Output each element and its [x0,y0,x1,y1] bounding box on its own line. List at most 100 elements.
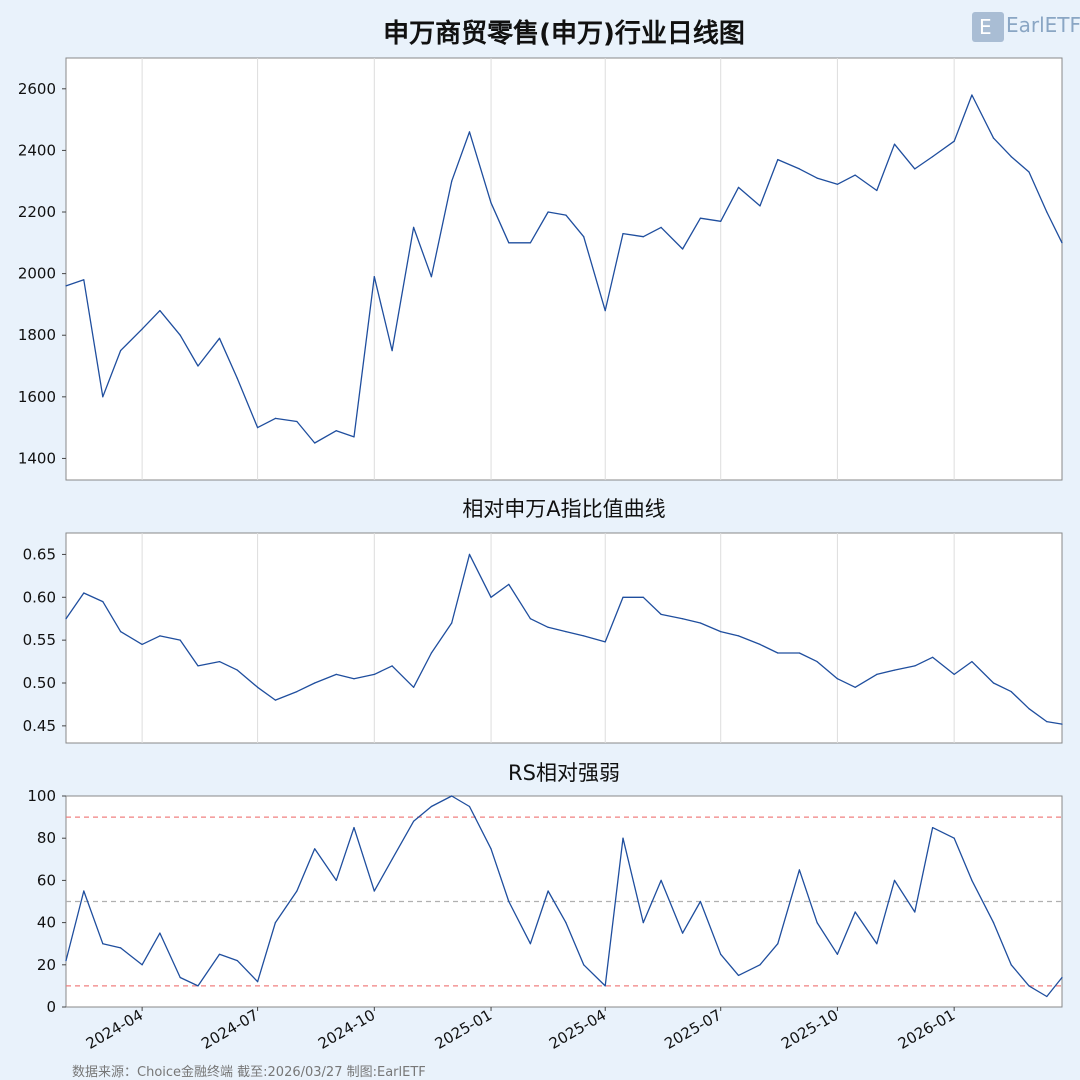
x-tick-label: 2025-07 [661,1006,724,1053]
data-point [430,805,432,808]
data-point [854,911,856,913]
y-tick-label: 2000 [18,265,56,283]
data-point [992,137,995,139]
data-point [604,310,606,312]
data-point [179,334,181,336]
data-point [547,890,549,892]
data-point [583,635,585,637]
data-point [159,310,161,312]
data-point [1010,964,1012,966]
data-point [876,943,878,945]
x-tick-label: 2025-04 [546,1006,609,1053]
data-point [932,656,934,658]
data-point [413,686,415,688]
data-point [660,613,662,616]
data-point [451,795,453,797]
data-point [529,943,532,945]
data-point [1046,721,1048,723]
data-point [353,827,355,829]
data-point [1046,211,1048,213]
data-point [682,248,684,250]
data-point [236,377,238,379]
data-point [83,890,85,892]
data-point [953,140,955,142]
data-point [565,631,567,633]
panel-ratio: 0.45 0.50 0.55 0.60 0.65 [23,532,1063,744]
data-point [197,365,199,367]
data-point [932,827,934,829]
data-point [65,285,67,287]
data-point [660,226,662,228]
data-point [335,673,337,676]
data-point [953,837,955,839]
data-point [622,837,624,839]
data-point [854,686,856,688]
y-tick-label: 0.65 [23,545,56,563]
y-tick-label: 0.55 [23,631,56,649]
data-point [759,964,761,966]
data-point [836,678,839,680]
logo-text: EarlETF [1006,13,1080,37]
data-point [197,665,199,667]
data-point [296,691,298,693]
data-point [257,686,259,688]
data-point [720,631,722,633]
data-point [120,631,122,633]
data-point [468,131,471,133]
data-point [1010,691,1012,693]
data-point [257,427,259,429]
data-point [413,820,415,822]
data-point [992,682,995,684]
data-point [876,673,878,676]
x-tick-label: 2024-10 [315,1006,378,1053]
chart-title-ratio: 相对申万A指比值曲线 [462,497,665,521]
data-point [1010,156,1012,158]
data-point [141,643,143,646]
data-point [759,205,761,207]
data-point [314,442,316,444]
data-point [914,911,916,913]
data-point [179,639,181,641]
data-point [604,641,606,643]
data-point [759,643,761,646]
data-point [274,922,276,924]
data-point [682,618,684,620]
data-point [508,583,510,586]
data-point [642,236,644,238]
data-point [197,985,199,987]
data-point [413,226,415,228]
data-point [83,279,85,281]
y-tick-label: 100 [27,787,56,805]
chart-title-main: 申万商贸零售(申万)行业日线图 [383,18,745,49]
data-point [236,669,238,671]
data-point [314,848,316,850]
data-point [816,177,818,179]
plot-area [65,57,1063,481]
plot-area [65,532,1063,744]
data-point [876,189,878,192]
data-point [737,635,740,637]
data-point [622,233,624,235]
data-point [1061,723,1063,725]
data-point [604,985,606,987]
data-point [798,168,801,170]
data-point [83,592,85,594]
data-point [218,953,221,955]
x-axis-labels: 2024-04 2024-07 2024-10 2025-01 2025-04 2025-… [83,1006,958,1053]
data-point [737,974,740,977]
data-point [451,622,453,624]
y-tick-label: 2600 [18,80,56,98]
data-point [893,143,896,145]
data-point [992,922,995,924]
data-point [914,665,916,667]
data-point [816,661,818,663]
data-point [218,337,221,339]
data-point [547,211,549,213]
y-tick-label: 40 [37,914,56,932]
data-point [816,922,818,924]
data-point [914,168,916,170]
data-point [274,417,276,419]
data-point [1028,985,1030,987]
data-point [391,858,393,860]
